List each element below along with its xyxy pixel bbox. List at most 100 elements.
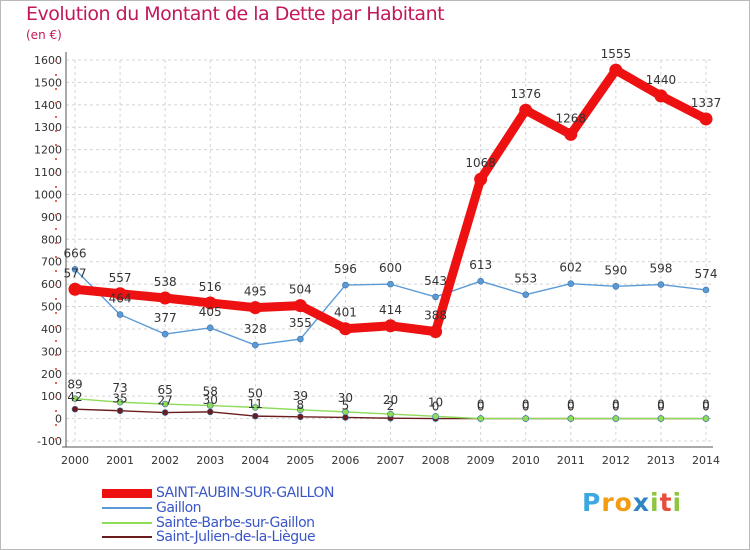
series-point-3 xyxy=(206,408,214,416)
series-point-0 xyxy=(158,291,172,305)
series-point-0 xyxy=(293,299,307,313)
x-tick-label: 2008 xyxy=(422,454,450,467)
x-tick-label: 2009 xyxy=(467,454,495,467)
data-label: 613 xyxy=(469,258,492,272)
series-point-3 xyxy=(71,405,79,413)
proxiti-logo: Proxiti xyxy=(582,488,682,517)
data-label: 388 xyxy=(424,309,447,323)
data-label: 58 xyxy=(203,385,218,399)
series-point-0 xyxy=(654,89,668,103)
data-label: 0 xyxy=(657,398,665,412)
chart-subtitle: (en €) xyxy=(26,28,62,42)
series-point-0 xyxy=(429,325,443,339)
series-point-1 xyxy=(71,266,79,273)
x-tick-label: 2006 xyxy=(331,454,359,467)
series-group xyxy=(68,63,713,422)
data-label: 538 xyxy=(154,275,177,289)
data-label: 600 xyxy=(379,261,402,275)
data-labels: 577 557 538 516 495 504 401 414 388 1068 1376 1268 1… xyxy=(64,47,722,414)
y-tick-label: 1600 xyxy=(34,54,62,67)
series-point-2 xyxy=(161,400,169,408)
series-point-1 xyxy=(342,281,349,289)
series-point-1 xyxy=(161,330,169,338)
y-tick-label: -100 xyxy=(37,435,62,448)
series-point-3 xyxy=(116,407,124,415)
series-point-2 xyxy=(251,404,259,411)
y-tick-label: 200 xyxy=(41,368,62,381)
series-point-0 xyxy=(564,127,578,141)
series-point-1 xyxy=(702,286,710,294)
data-label: 1440 xyxy=(646,73,677,87)
logo-letter: i xyxy=(672,488,683,517)
data-label: 0 xyxy=(522,400,530,414)
series-point-3 xyxy=(342,414,349,421)
data-label: 495 xyxy=(244,285,267,299)
data-label: 405 xyxy=(199,305,222,319)
chart-title: Evolution du Montant de la Dette par Hab… xyxy=(26,3,445,25)
legend-label: SAINT-AUBIN-SUR-GAILLON xyxy=(156,485,334,501)
series-point-2 xyxy=(567,415,575,422)
data-label: 577 xyxy=(64,266,87,280)
series-point-2 xyxy=(71,395,79,402)
data-label: 11 xyxy=(248,397,263,411)
series-point-2 xyxy=(657,415,665,422)
series-point-1 xyxy=(206,324,214,332)
y-tick-label: 300 xyxy=(41,345,62,358)
series-point-3 xyxy=(251,412,259,420)
data-label: 0 xyxy=(657,400,665,414)
x-tick-label: 2005 xyxy=(286,454,314,467)
series-point-0 xyxy=(338,322,352,336)
series-point-2 xyxy=(387,410,394,418)
series-point-1 xyxy=(387,280,394,288)
legend-item: SAINT-AUBIN-SUR-GAILLON xyxy=(102,485,334,501)
series-point-0 xyxy=(699,112,713,126)
data-label: 1268 xyxy=(556,111,587,125)
x-tick-label: 2011 xyxy=(557,454,585,467)
data-label: 27 xyxy=(158,394,173,408)
data-label: 596 xyxy=(334,262,357,276)
logo-letter: x xyxy=(632,488,650,517)
x-tick-label: 2002 xyxy=(151,454,179,467)
x-tick-label: 2000 xyxy=(61,454,89,467)
logo-letter: t xyxy=(659,488,673,517)
data-label: 30 xyxy=(203,393,218,407)
data-label: 0 xyxy=(702,398,710,412)
series-point-3 xyxy=(161,409,169,416)
y-tick-label: 1400 xyxy=(34,99,62,112)
legend-item: Gaillon xyxy=(102,500,202,516)
y-tick-label: 800 xyxy=(41,233,62,246)
data-label: 574 xyxy=(695,267,718,281)
y-tick-label: 100 xyxy=(41,390,62,403)
data-label: 0 xyxy=(477,400,485,414)
legend-label: Sainte-Barbe-sur-Gaillon xyxy=(156,515,315,531)
data-label: 401 xyxy=(334,306,357,320)
series-point-0 xyxy=(609,63,623,77)
series-point-1 xyxy=(657,281,665,288)
y-tick-label: 400 xyxy=(41,323,62,336)
data-label: 602 xyxy=(559,261,582,275)
series-point-0 xyxy=(519,103,533,117)
series-point-2 xyxy=(206,402,214,409)
series-point-0 xyxy=(203,296,217,310)
series-point-2 xyxy=(342,408,349,416)
data-label: 10 xyxy=(428,395,443,409)
series-point-1 xyxy=(251,341,259,349)
legend-swatch xyxy=(102,522,152,524)
data-label: 0 xyxy=(612,398,620,412)
x-tick-label: 2013 xyxy=(647,454,675,467)
series-point-1 xyxy=(612,283,620,290)
x-tick-label: 2014 xyxy=(692,454,720,467)
y-tick-label: 600 xyxy=(41,278,62,291)
y-tick-label: 500 xyxy=(41,301,62,314)
logo-letter: i xyxy=(650,488,660,517)
legend-item: Sainte-Barbe-sur-Gaillon xyxy=(102,515,315,531)
y-tick-label: 1100 xyxy=(34,166,62,179)
series-point-3 xyxy=(297,413,304,421)
data-label: 42 xyxy=(67,390,82,404)
data-label: 35 xyxy=(112,392,127,406)
data-label: 65 xyxy=(158,383,173,397)
data-label: 557 xyxy=(109,271,132,285)
data-label: 50 xyxy=(248,386,263,400)
